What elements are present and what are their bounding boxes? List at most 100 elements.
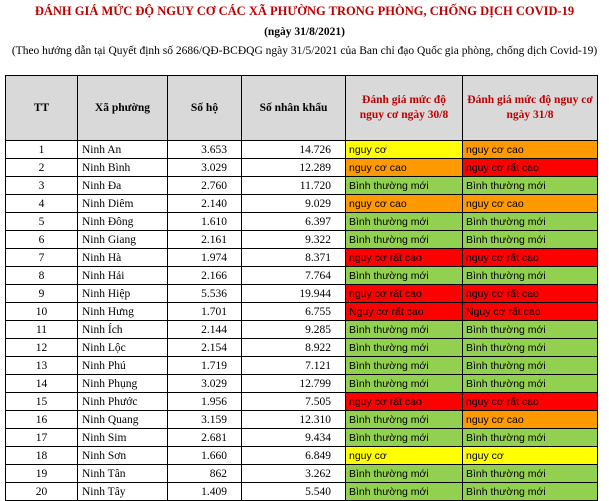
cell-tt: 5	[5, 212, 78, 231]
cell-tt: 8	[5, 266, 78, 285]
cell-xa-phuong: Ninh Tây	[77, 482, 168, 501]
cell-so-ho: 2.144	[167, 320, 242, 339]
cell-danh-gia-30-8: nguy cơ cao	[345, 158, 463, 177]
table-row: 3 Ninh Đa 2.760 11.720 Bình thường mới Bình t…	[5, 176, 598, 195]
cell-xa-phuong: Ninh Giang	[77, 230, 168, 249]
cell-so-ho: 1.660	[167, 446, 242, 465]
header-so-ho: Số hộ	[167, 75, 242, 141]
cell-tt: 19	[5, 464, 78, 483]
table-row: 17 Ninh Sim 2.681 9.434 Bình thường mới Bình …	[5, 428, 598, 447]
document-date: (ngày 31/8/2021)	[264, 26, 345, 38]
cell-so-ho: 1.956	[167, 392, 242, 411]
cell-danh-gia-30-8: nguy cơ rất cao	[345, 392, 463, 411]
cell-xa-phuong: Ninh Đa	[77, 176, 168, 195]
cell-so-nhan-khau: 12.310	[241, 410, 346, 429]
cell-danh-gia-31-8: Bình thường mới	[462, 428, 598, 447]
cell-danh-gia-31-8: nguy cơ cao	[462, 194, 598, 213]
cell-tt: 11	[5, 320, 78, 339]
cell-danh-gia-30-8: nguy cơ rất cao	[345, 284, 463, 303]
cell-so-nhan-khau: 6.397	[241, 212, 346, 231]
cell-so-ho: 1.409	[167, 482, 242, 501]
cell-xa-phuong: Ninh Hiệp	[77, 284, 168, 303]
cell-danh-gia-31-8: Bình thường mới	[462, 230, 598, 249]
cell-so-ho: 2.166	[167, 266, 242, 285]
cell-tt: 9	[5, 284, 78, 303]
cell-so-ho: 1.610	[167, 212, 242, 231]
table-row: 2 Ninh Bình 3.029 12.289 nguy cơ cao nguy cơ …	[5, 158, 598, 177]
cell-danh-gia-30-8: Bình thường mới	[345, 428, 463, 447]
cell-danh-gia-31-8: nguy cơ rất cao	[462, 392, 598, 411]
cell-so-ho: 1.701	[167, 302, 242, 321]
cell-so-nhan-khau: 9.029	[241, 194, 346, 213]
table-row: 1 Ninh An 3.653 14.726 nguy cơ nguy cơ cao	[5, 140, 598, 159]
cell-xa-phuong: Ninh Phú	[77, 356, 168, 375]
cell-danh-gia-30-8: Bình thường mới	[345, 338, 463, 357]
table-row: 9 Ninh Hiệp 5.536 19.944 nguy cơ rất cao nguy…	[5, 284, 598, 303]
cell-xa-phuong: Ninh Ích	[77, 320, 168, 339]
cell-danh-gia-31-8: nguy cơ rất cao	[462, 248, 598, 267]
cell-xa-phuong: Ninh An	[77, 140, 168, 159]
cell-danh-gia-30-8: Bình thường mới	[345, 374, 463, 393]
cell-so-nhan-khau: 12.799	[241, 374, 346, 393]
cell-danh-gia-30-8: nguy cơ	[345, 446, 463, 465]
header-danh-gia-30-8: Đánh giá mức độ nguy cơ ngày 30/8	[345, 75, 463, 141]
cell-danh-gia-30-8: Bình thường mới	[345, 176, 463, 195]
cell-so-nhan-khau: 5.540	[241, 482, 346, 501]
cell-so-nhan-khau: 9.285	[241, 320, 346, 339]
cell-danh-gia-30-8: Nguy cơ rất cao	[345, 302, 463, 321]
cell-tt: 13	[5, 356, 78, 375]
cell-danh-gia-30-8: Bình thường mới	[345, 266, 463, 285]
cell-danh-gia-30-8: Bình thường mới	[345, 356, 463, 375]
cell-so-ho: 1.974	[167, 248, 242, 267]
cell-danh-gia-31-8: nguy cơ rất cao	[462, 284, 598, 303]
cell-so-ho: 3.653	[167, 140, 242, 159]
cell-xa-phuong: Ninh Sơn	[77, 446, 168, 465]
cell-danh-gia-31-8: Bình thường mới	[462, 482, 598, 501]
table-row: 7 Ninh Hà 1.974 8.371 nguy cơ rất cao nguy cơ…	[5, 248, 598, 267]
cell-so-ho: 3.029	[167, 158, 242, 177]
cell-xa-phuong: Ninh Tân	[77, 464, 168, 483]
cell-so-ho: 1.719	[167, 356, 242, 375]
cell-so-nhan-khau: 8.922	[241, 338, 346, 357]
cell-so-nhan-khau: 12.289	[241, 158, 346, 177]
cell-tt: 2	[5, 158, 78, 177]
cell-so-nhan-khau: 9.434	[241, 428, 346, 447]
table-body: 1 Ninh An 3.653 14.726 nguy cơ nguy cơ cao 2 Ni…	[5, 140, 598, 501]
cell-danh-gia-30-8: Bình thường mới	[345, 230, 463, 249]
table-row: 14 Ninh Phụng 3.029 12.799 Bình thường mới Bì…	[5, 374, 598, 393]
table-row: 13 Ninh Phú 1.719 7.121 Bình thường mới Bình …	[5, 356, 598, 375]
table-row: 4 Ninh Diêm 2.140 9.029 nguy cơ cao nguy cơ c…	[5, 194, 598, 213]
cell-so-ho: 3.159	[167, 410, 242, 429]
cell-danh-gia-31-8: nguy cơ	[462, 446, 598, 465]
table-row: 15 Ninh Phước 1.956 7.505 nguy cơ rất cao ngu…	[5, 392, 598, 411]
table-header-row: TT Xã phường Số hộ Số nhân khẩu Đánh giá…	[5, 75, 598, 141]
header-so-nhan-khau: Số nhân khẩu	[241, 75, 346, 141]
table-row: 12 Ninh Lộc 2.154 8.922 Bình thường mới Bình …	[5, 338, 598, 357]
cell-so-nhan-khau: 6.849	[241, 446, 346, 465]
cell-danh-gia-31-8: nguy cơ cao	[462, 410, 598, 429]
cell-xa-phuong: Ninh Quang	[77, 410, 168, 429]
cell-tt: 10	[5, 302, 78, 321]
cell-tt: 4	[5, 194, 78, 213]
cell-danh-gia-30-8: Bình thường mới	[345, 320, 463, 339]
cell-so-ho: 3.029	[167, 374, 242, 393]
cell-so-ho: 2.161	[167, 230, 242, 249]
cell-so-ho: 2.140	[167, 194, 242, 213]
cell-so-ho: 5.536	[167, 284, 242, 303]
cell-danh-gia-30-8: nguy cơ cao	[345, 194, 463, 213]
cell-danh-gia-30-8: nguy cơ	[345, 140, 463, 159]
cell-tt: 6	[5, 230, 78, 249]
cell-danh-gia-31-8: Bình thường mới	[462, 374, 598, 393]
cell-danh-gia-31-8: Bình thường mới	[462, 212, 598, 231]
cell-so-nhan-khau: 7.121	[241, 356, 346, 375]
cell-danh-gia-30-8: Bình thường mới	[345, 482, 463, 501]
cell-xa-phuong: Ninh Lộc	[77, 338, 168, 357]
cell-so-ho: 2.760	[167, 176, 242, 195]
cell-danh-gia-31-8: nguy cơ cao	[462, 140, 598, 159]
risk-assessment-table: TT Xã phường Số hộ Số nhân khẩu Đánh giá…	[5, 75, 598, 501]
table-row: 20 Ninh Tây 1.409 5.540 Bình thường mới Bình …	[5, 482, 598, 501]
cell-so-nhan-khau: 19.944	[241, 284, 346, 303]
cell-danh-gia-31-8: nguy cơ rất cao	[462, 158, 598, 177]
cell-tt: 1	[5, 140, 78, 159]
